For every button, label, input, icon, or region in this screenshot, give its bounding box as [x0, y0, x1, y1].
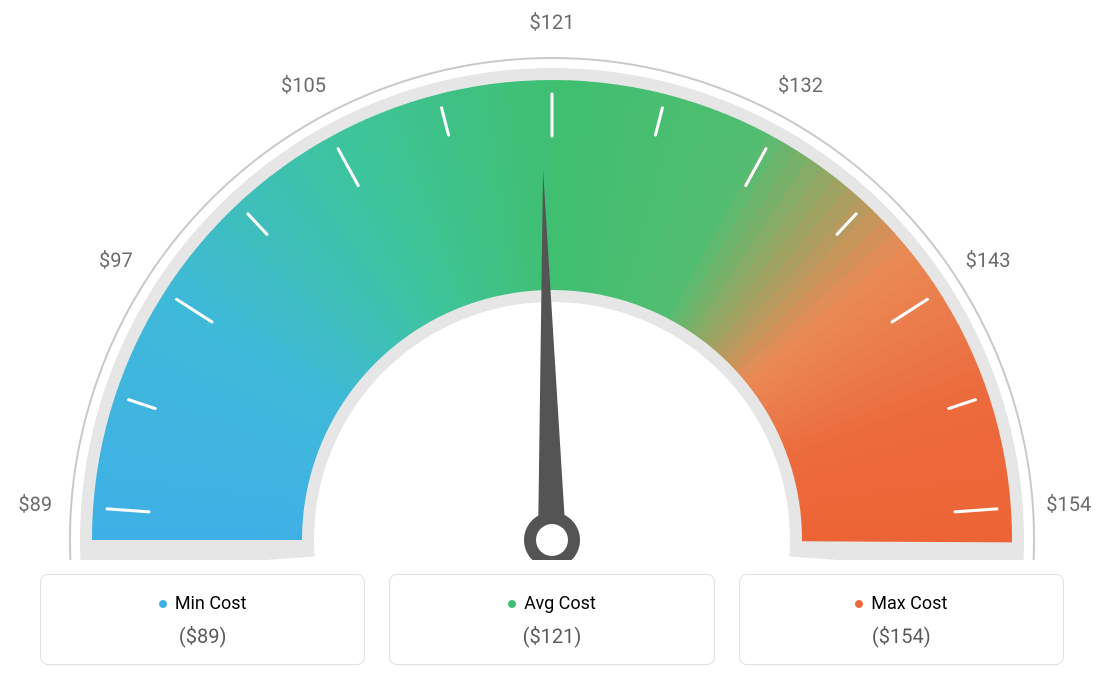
legend-dot-min — [159, 600, 167, 608]
gauge-tick-label: $121 — [530, 10, 575, 34]
gauge-tick-label: $143 — [966, 248, 1011, 272]
gauge-tick-label: $89 — [18, 492, 52, 516]
gauge-tick-label: $105 — [281, 73, 326, 97]
gauge-tick-label: $97 — [99, 248, 133, 272]
legend-dot-max — [855, 600, 863, 608]
legend-value-max: ($154) — [750, 624, 1053, 648]
legend-label-max: Max Cost — [871, 593, 947, 614]
legend-card-max: Max Cost ($154) — [739, 574, 1064, 666]
legend-value-avg: ($121) — [400, 624, 703, 648]
legend-card-min: Min Cost ($89) — [40, 574, 365, 666]
gauge-tick-label: $154 — [1046, 492, 1091, 516]
legend-title-min: Min Cost — [159, 593, 247, 614]
gauge-svg — [0, 0, 1104, 560]
gauge-chart-container: $89 $97 $105 $121 $132 $143 $154 Min Cost ($89… — [0, 0, 1104, 690]
legend-title-avg: Avg Cost — [508, 593, 596, 614]
legend-label-min: Min Cost — [175, 593, 247, 614]
legend-label-avg: Avg Cost — [524, 593, 596, 614]
legend-value-min: ($89) — [51, 624, 354, 648]
legend-row: Min Cost ($89) Avg Cost ($121) Max Cost … — [40, 574, 1064, 666]
legend-card-avg: Avg Cost ($121) — [389, 574, 714, 666]
legend-dot-avg — [508, 600, 516, 608]
gauge-tick-label: $132 — [778, 73, 823, 97]
legend-title-max: Max Cost — [855, 593, 947, 614]
gauge-area: $89 $97 $105 $121 $132 $143 $154 — [0, 0, 1104, 560]
